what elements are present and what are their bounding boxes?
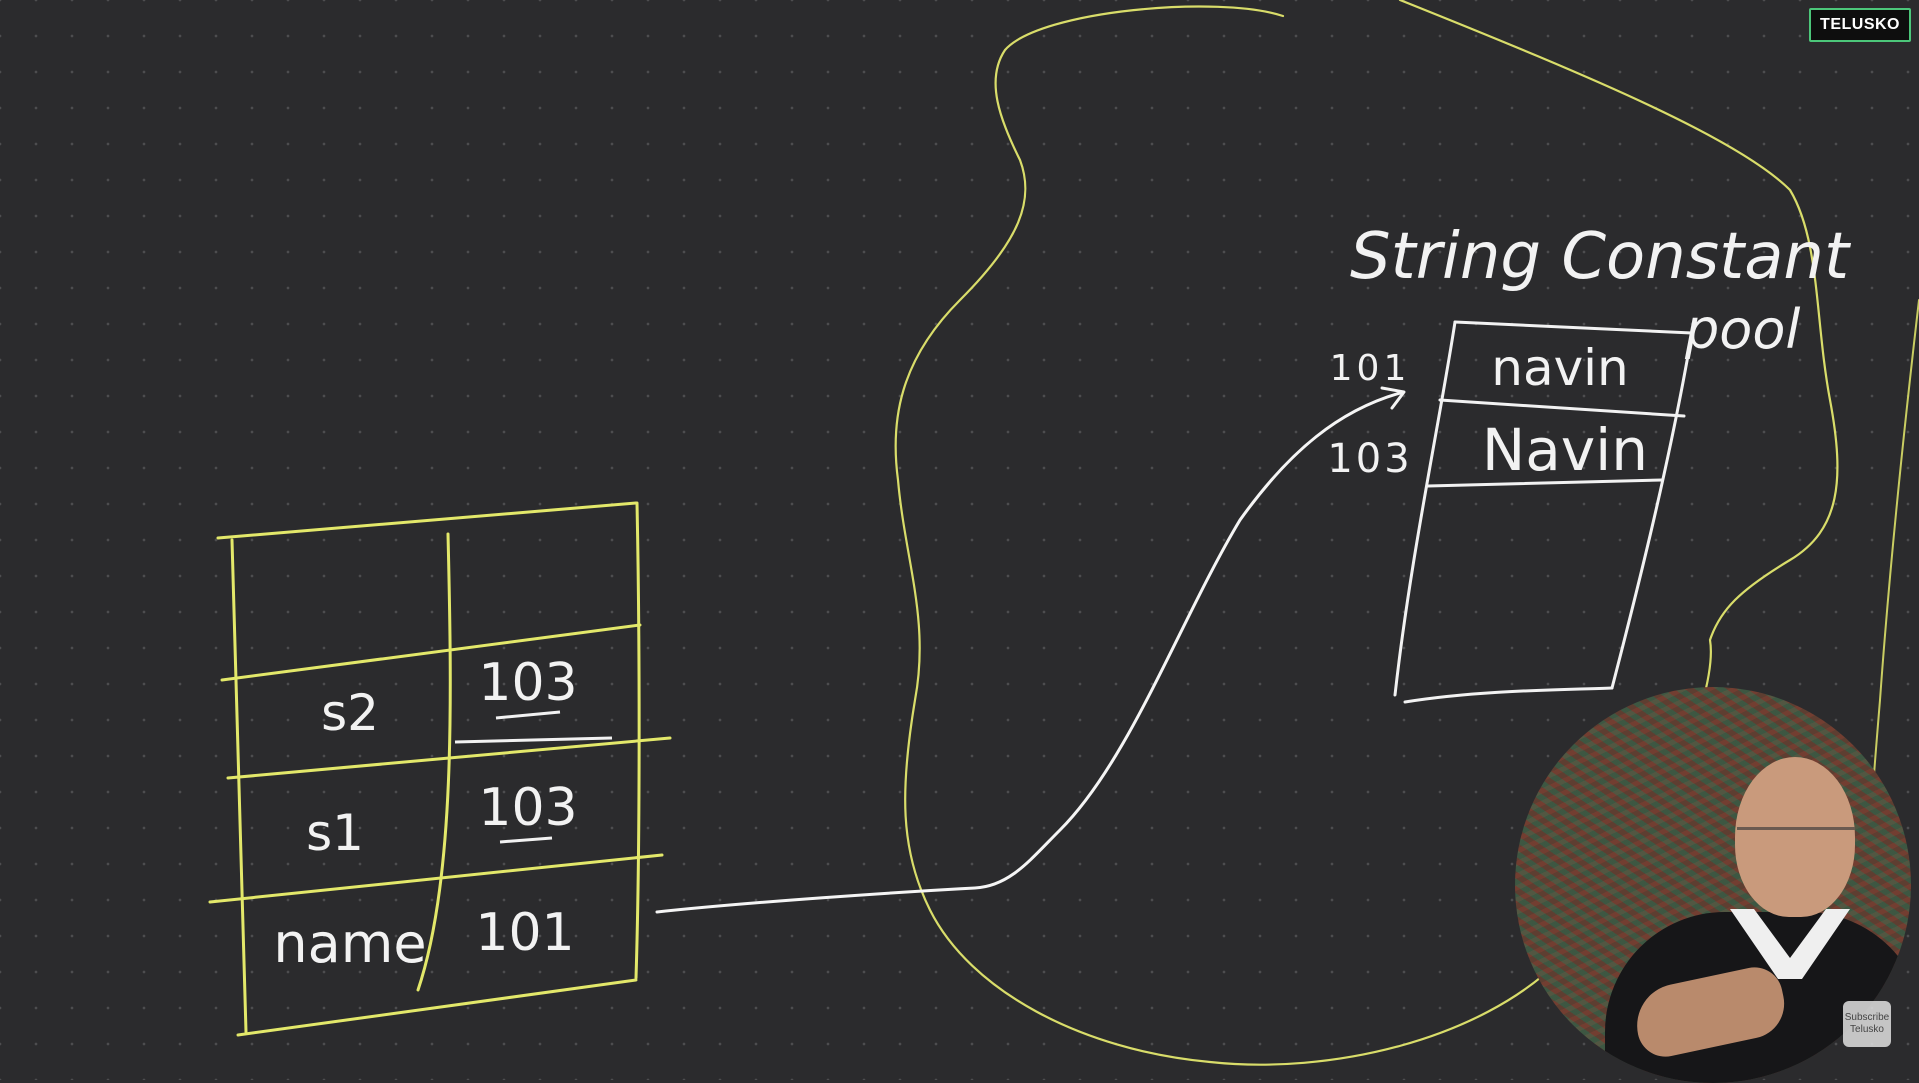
pool-bottom-border xyxy=(1403,686,1614,704)
pool-right-border xyxy=(1610,331,1694,690)
pool-value-1: navin xyxy=(1491,339,1629,397)
arrow-head xyxy=(1380,386,1406,410)
stack-row-name-3: name xyxy=(273,912,426,975)
stack-row-line-1 xyxy=(220,623,642,682)
subscribe-channel: Telusko xyxy=(1850,1024,1884,1035)
pool-row-line-1 xyxy=(1438,398,1686,418)
pool-title-line2: pool xyxy=(1684,298,1800,361)
stack-row-line-3 xyxy=(208,853,664,904)
subscribe-button[interactable]: Subscribe Telusko xyxy=(1843,1001,1891,1047)
stack-left-border xyxy=(230,538,248,1034)
pool-left-border xyxy=(1393,320,1457,697)
reference-arrow xyxy=(655,391,1402,914)
stack-bottom-border xyxy=(236,978,638,1037)
stack-right-border xyxy=(634,501,641,980)
stack-row-name-2: s1 xyxy=(306,804,364,862)
pool-box xyxy=(1393,320,1694,704)
stack-row-name-1: s2 xyxy=(321,684,379,742)
stack-row-value-1: 103 xyxy=(478,653,577,713)
stack-top-border xyxy=(216,501,638,540)
stack-table xyxy=(208,501,672,1037)
pool-row-line-2 xyxy=(1426,478,1664,488)
telusko-logo: TELUSKO xyxy=(1809,8,1911,42)
subscribe-label: Subscribe xyxy=(1844,1012,1890,1023)
pool-title: String Constant xyxy=(1350,220,1852,294)
pool-top-border xyxy=(1453,320,1694,335)
stack-row-value-2: 103 xyxy=(478,778,577,838)
pool-address-1: 101 xyxy=(1330,348,1411,389)
stack-row-value-3: 101 xyxy=(475,903,574,963)
stack-row-line-2 xyxy=(226,736,672,780)
presenter-glasses xyxy=(1737,827,1855,844)
row-scribble-line xyxy=(454,736,613,744)
heap-outline xyxy=(894,0,1839,1066)
underline-1 xyxy=(495,710,561,720)
underline-2 xyxy=(499,836,553,844)
presenter-face xyxy=(1735,757,1855,917)
pool-address-2: 103 xyxy=(1327,436,1412,482)
stack-column-divider xyxy=(416,532,452,992)
pool-value-2: Navin xyxy=(1482,416,1648,484)
